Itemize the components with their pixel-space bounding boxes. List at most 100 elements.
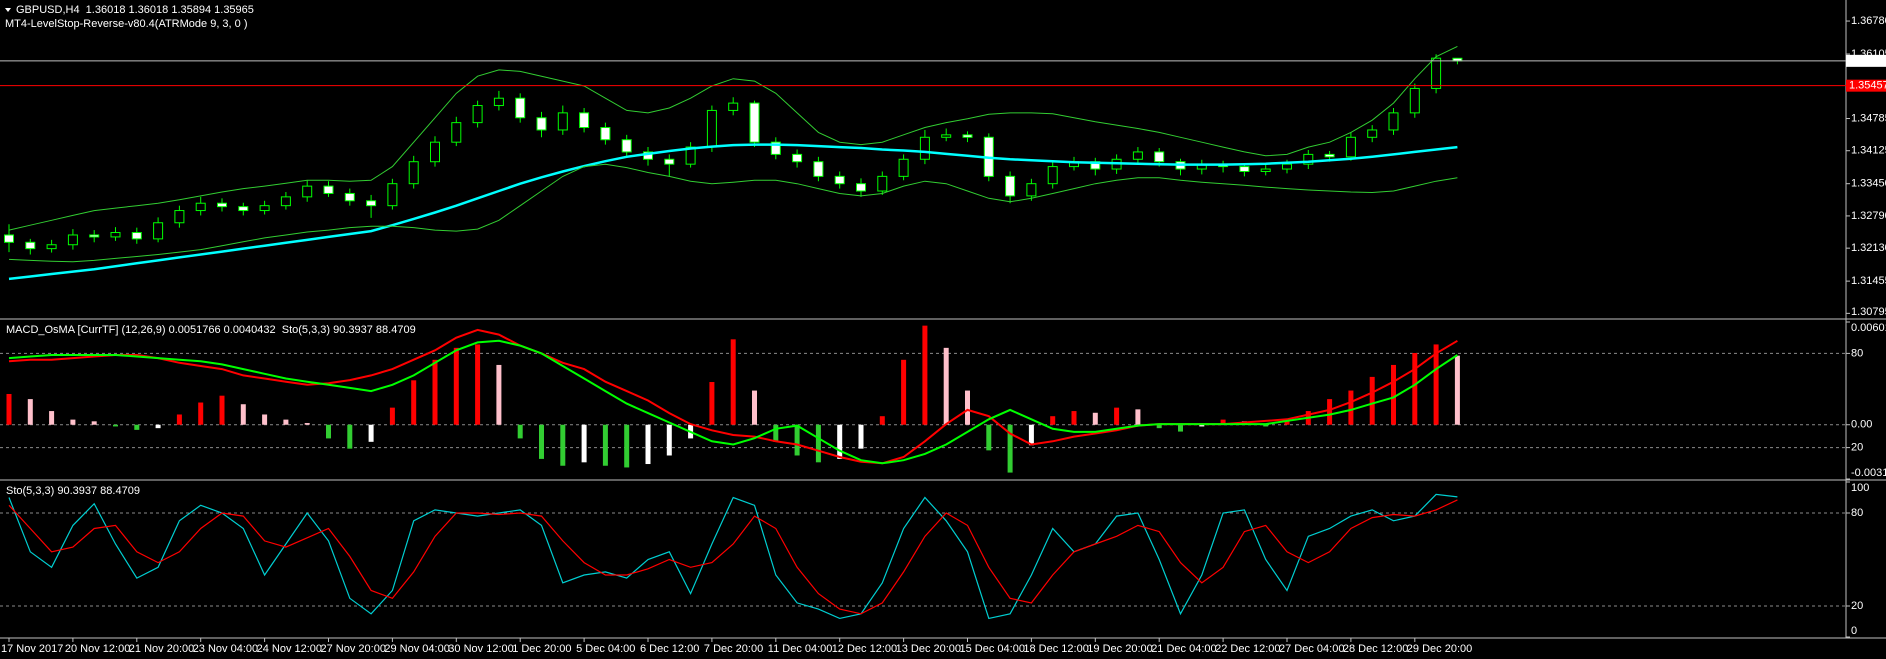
candle-body [1026, 183, 1037, 197]
candle-body [536, 117, 547, 131]
x-tick-label: 22 Dec 12:00 [1215, 643, 1280, 655]
indicator-line [8, 499, 1458, 615]
histogram-bar [1454, 355, 1460, 425]
histogram-bar [496, 364, 502, 425]
symbol-header: GBPUSD,H4 1.36018 1.36018 1.35894 1.3596… [16, 4, 254, 16]
indicator-line [8, 45, 1458, 231]
x-tick-label: 1 Dec 20:00 [512, 643, 571, 655]
histogram-bar [901, 359, 907, 425]
histogram-bar [517, 424, 523, 439]
histogram-bar [155, 424, 161, 429]
histogram-bar [1007, 424, 1013, 473]
histogram-bar [837, 424, 843, 459]
candle-body [4, 234, 14, 243]
y-tick-label: 80 [1851, 507, 1863, 519]
y-tick-label: 1.34125 [1851, 145, 1886, 157]
candle-body [898, 158, 909, 177]
x-tick-label: 19 Dec 20:00 [1087, 643, 1152, 655]
candle-body [67, 234, 78, 246]
menu-arrow[interactable] [5, 8, 11, 12]
price-label-box [1846, 79, 1886, 92]
candle-body [387, 183, 398, 207]
price-label-box [1846, 54, 1886, 67]
candle-body [46, 244, 57, 250]
candle-body [1047, 166, 1058, 185]
candle-body [919, 136, 930, 160]
y-tick-label: 1.32790 [1851, 210, 1886, 222]
candle-body [493, 97, 504, 107]
y-tick-label: 0.00 [1851, 419, 1872, 431]
candle-body [217, 202, 227, 208]
candle-body [1260, 168, 1271, 172]
histogram-bar [1071, 411, 1077, 425]
histogram-bar [943, 347, 949, 425]
histogram-bar [1050, 416, 1056, 425]
indicator-header: MT4-LevelStop-Reverse-v80.4(ATRMode 9, 3… [5, 18, 248, 30]
x-tick-label: 24 Nov 12:00 [257, 643, 322, 655]
histogram-bar [347, 424, 353, 449]
histogram-bar [262, 414, 268, 425]
histogram-bar [27, 399, 33, 425]
y-tick-label: 80 [1851, 347, 1863, 359]
histogram-bar [624, 424, 630, 468]
histogram-bar [1433, 344, 1439, 425]
candle-body [557, 112, 568, 131]
histogram-bar [389, 407, 395, 425]
candle-body [153, 222, 164, 240]
candle-body [131, 232, 142, 240]
histogram-bar [1092, 412, 1098, 425]
indicator-line [8, 339, 1458, 465]
macd-header: MACD_OsMA [CurrTF] (12,26,9) 0.0051766 0… [6, 324, 416, 336]
candle-body [366, 200, 377, 207]
candle-body [728, 102, 739, 111]
histogram-bar [773, 424, 779, 442]
candle-body [1005, 175, 1016, 197]
histogram-bar [134, 424, 140, 430]
x-tick-label: 29 Nov 04:00 [384, 643, 449, 655]
candle-body [579, 112, 590, 129]
candle-body [1431, 57, 1442, 89]
histogram-bar [113, 424, 118, 427]
histogram-bar [219, 395, 225, 425]
candle-body [408, 161, 419, 185]
indicator-line [8, 143, 1458, 281]
histogram-bar [965, 390, 970, 425]
y-tick-label: 1.31455 [1851, 275, 1886, 287]
x-tick-label: 7 Dec 20:00 [704, 643, 763, 655]
histogram-bar [794, 424, 800, 456]
candle-body [1154, 151, 1165, 163]
histogram-bar [730, 339, 736, 425]
histogram-bar [240, 404, 246, 425]
histogram-bar [1412, 352, 1418, 425]
candle-body [685, 146, 696, 165]
candle-body [600, 127, 611, 141]
histogram-bar [986, 424, 992, 451]
candle-body [280, 196, 291, 207]
candle-body [430, 141, 440, 163]
price-label: 1.35457 [1849, 80, 1886, 92]
histogram-bar [1028, 424, 1034, 446]
candle-body [110, 232, 121, 238]
x-tick-label: 30 Nov 12:00 [448, 643, 513, 655]
candle-body [962, 134, 973, 138]
histogram-bar [581, 424, 587, 463]
y-tick-label: 1.30795 [1851, 306, 1886, 318]
histogram-bar [752, 390, 757, 425]
histogram-bar [1135, 409, 1141, 425]
candle-body [451, 122, 462, 143]
candle-body [174, 210, 185, 224]
histogram-bar [1284, 421, 1290, 425]
histogram-bar [1220, 419, 1226, 425]
histogram-bar [49, 411, 55, 425]
candle-body [1367, 129, 1378, 138]
histogram-bar [411, 380, 417, 425]
x-tick-label: 29 Dec 20:00 [1407, 643, 1472, 655]
candle-body [770, 141, 781, 155]
candle-body [238, 206, 249, 212]
y-tick-label: 1.33450 [1851, 178, 1886, 190]
candle-body [195, 202, 206, 212]
candle-body [25, 241, 36, 250]
histogram-bar [858, 424, 864, 449]
